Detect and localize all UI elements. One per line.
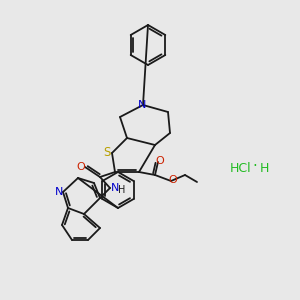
Text: HCl: HCl bbox=[230, 161, 252, 175]
Text: S: S bbox=[103, 146, 111, 160]
Text: N: N bbox=[55, 187, 63, 197]
Text: N: N bbox=[111, 183, 119, 193]
Text: H: H bbox=[260, 161, 269, 175]
Text: O: O bbox=[156, 156, 164, 166]
Text: H: H bbox=[118, 185, 126, 195]
Text: N: N bbox=[138, 100, 146, 110]
Text: O: O bbox=[169, 175, 177, 185]
Text: ·: · bbox=[252, 160, 257, 175]
Text: O: O bbox=[76, 162, 85, 172]
